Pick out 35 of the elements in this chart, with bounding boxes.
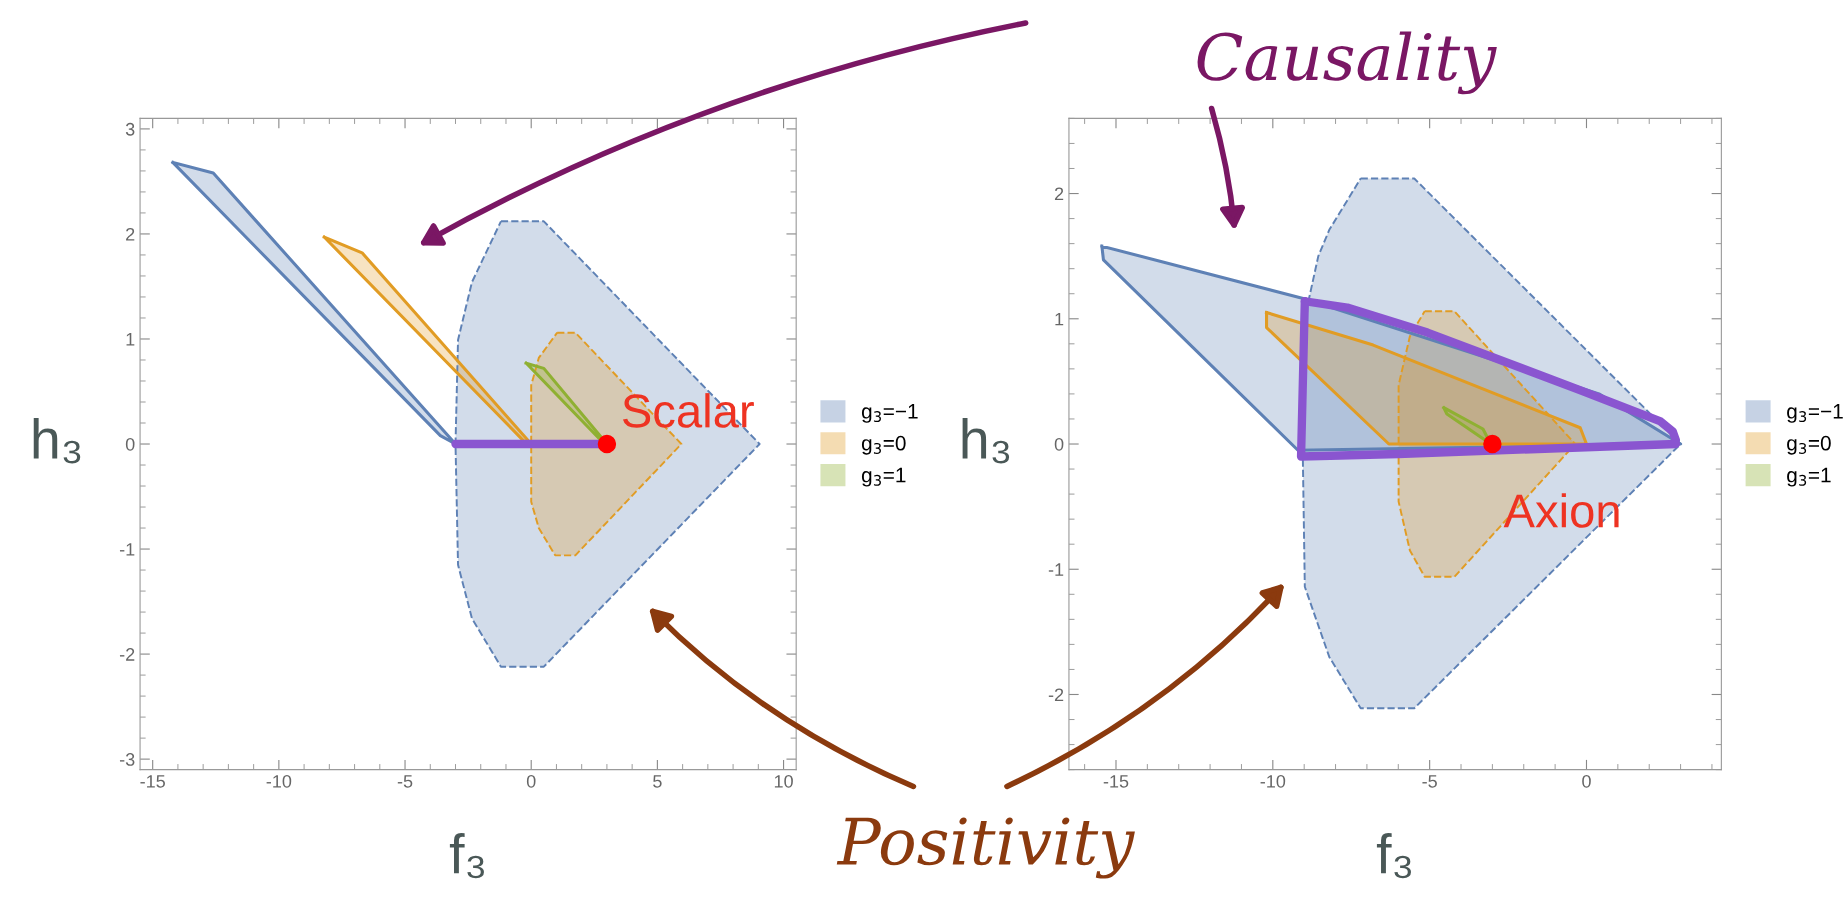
x-axis-title: f₃ [1376, 833, 1412, 879]
y-tick-label: 0 [125, 437, 135, 451]
x-tick-label: -10 [266, 774, 292, 788]
y-tick-label: -2 [1048, 688, 1064, 702]
legend-label: g$_{3}$=1 [861, 467, 906, 487]
y-axis-title: h₃ [33, 418, 81, 464]
y-tick-label: 1 [126, 333, 135, 346]
legend-label: g$_{3}$=−1 [861, 404, 918, 423]
y-tick-label: 2 [126, 227, 135, 241]
y-axis-title: h₃ [962, 418, 1010, 464]
x-tick-label: 5 [653, 775, 662, 788]
x-tick-label: -5 [397, 775, 413, 788]
x-tick-label: 0 [1582, 774, 1591, 788]
y-tick-label: 2 [1054, 187, 1064, 201]
legend-label: g$_{3}$=−1 [1787, 404, 1843, 423]
y-tick-label: -2 [119, 648, 135, 661]
y-tick-label: -1 [119, 543, 135, 556]
text: Causality [1197, 31, 1497, 95]
y-tick-label: -1 [1048, 563, 1064, 576]
x-tick-label: -15 [140, 775, 165, 788]
text: Positivity [836, 817, 1135, 879]
x-tick-label: -10 [1260, 774, 1286, 788]
x-axis-title: f₃ [449, 833, 484, 879]
x-tick-label: 10 [774, 774, 793, 788]
legend-label: g$_{3}$=0 [861, 435, 906, 455]
y-tick-label: 3 [125, 122, 135, 136]
legend-label: g$_{3}$=0 [1787, 435, 1831, 455]
x-tick-label: -5 [1422, 775, 1437, 788]
legend-label: g$_{3}$=1 [1787, 467, 1831, 487]
x-tick-label: -15 [1103, 775, 1129, 788]
y-tick-label: 1 [1055, 312, 1064, 326]
annotation: Axion [1503, 493, 1619, 528]
x-tick-label: 0 [526, 774, 536, 788]
y-tick-label: 0 [1054, 437, 1064, 451]
y-tick-label: -3 [119, 753, 135, 766]
